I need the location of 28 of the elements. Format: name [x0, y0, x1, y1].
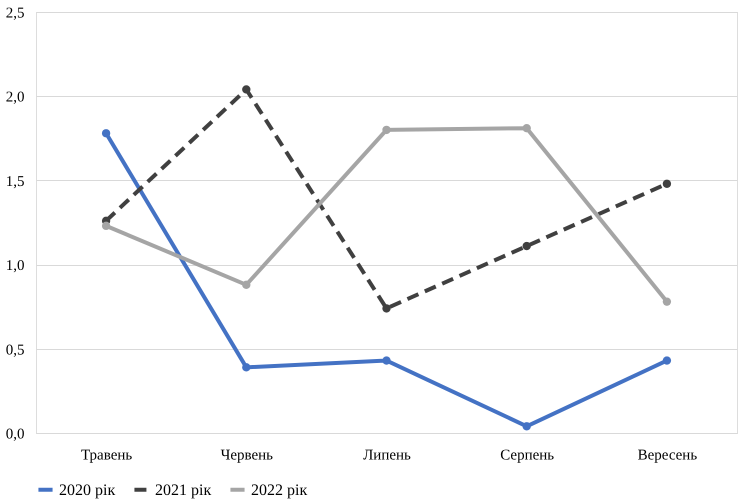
- point: [662, 356, 672, 365]
- x-tick-label: Серпень: [500, 448, 554, 464]
- legend-label: 2021 рік: [155, 482, 212, 499]
- point: [382, 356, 391, 365]
- y-tick-label: 0,0: [6, 426, 24, 442]
- point: [522, 422, 531, 430]
- point: [102, 222, 110, 230]
- x-tick-label: Червень: [220, 448, 274, 464]
- point: [242, 280, 250, 289]
- point: [102, 129, 110, 138]
- point: [662, 297, 672, 306]
- point: [522, 124, 531, 132]
- point: [242, 363, 250, 372]
- legend-label: 2022 рік: [251, 482, 308, 499]
- x-tick-label: Травень: [80, 448, 132, 464]
- point: [382, 304, 391, 313]
- x-tick-label: Липень: [363, 448, 412, 464]
- y-tick-label: 2,0: [6, 90, 24, 106]
- point: [662, 180, 672, 188]
- y-tick-label: 1,5: [6, 174, 24, 190]
- x-tick-label: Вересень: [638, 448, 698, 464]
- y-tick-label: 1,0: [6, 258, 24, 274]
- point: [242, 85, 250, 94]
- legend-label: 2020 рік: [59, 482, 116, 499]
- point: [522, 242, 531, 250]
- point: [382, 126, 391, 134]
- y-tick-label: 2,5: [6, 6, 24, 22]
- y-tick-label: 0,5: [6, 342, 24, 358]
